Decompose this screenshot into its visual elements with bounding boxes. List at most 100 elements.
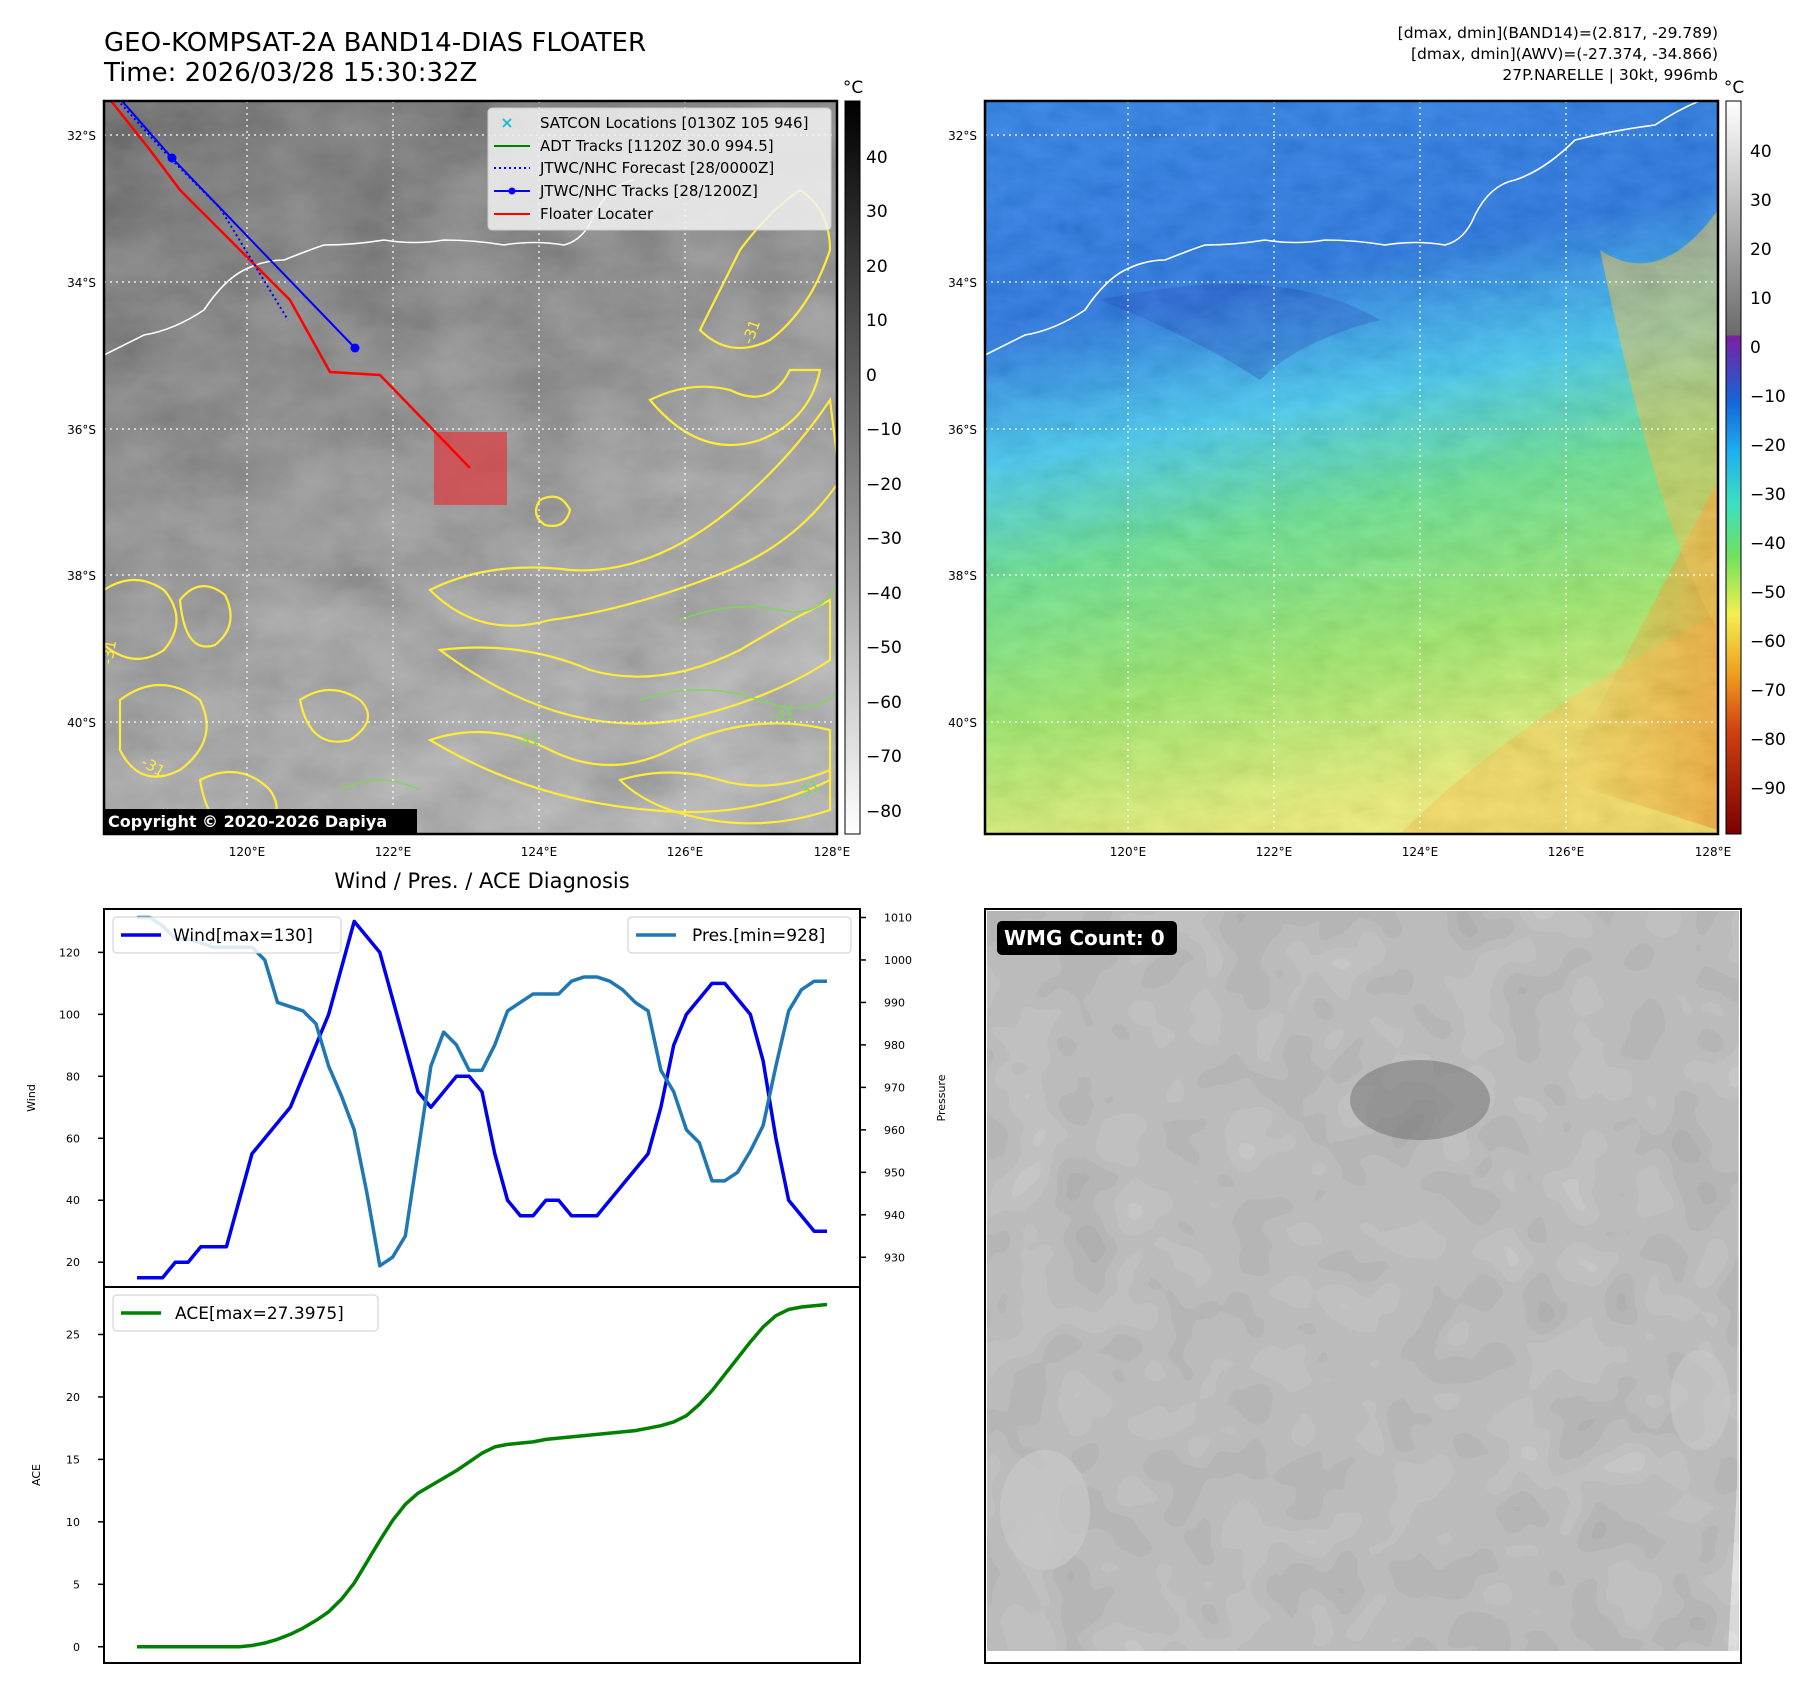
wind-series-line [137, 919, 827, 1280]
copyright-text: Copyright © 2020-2026 Dapiya [108, 812, 387, 831]
wind-legend: Wind[max=130] [112, 916, 342, 954]
ace-tick-label: 0 [73, 1641, 80, 1654]
pres-tick-label: 950 [884, 1166, 905, 1179]
awv-range-text: [dmax, dmin](AWV)=(-27.374, -34.866) [1411, 45, 1718, 63]
legend-adt: ADT Tracks [1120Z 30.0 994.5] [540, 137, 774, 155]
legend-tracks-marker [508, 187, 516, 195]
wv-lat-labels: 32°S 34°S 36°S 38°S 40°S [948, 129, 977, 730]
ir-map-panel: -31 -31 -31 -31 -31 -31 [67, 78, 902, 859]
ir-lon-labels: 120°E 122°E 124°E 126°E 128°E [229, 845, 851, 859]
ace-tick-label: 5 [73, 1578, 80, 1591]
wmg-count-badge [997, 921, 1177, 955]
wind-tick-label: 60 [66, 1132, 80, 1145]
svg-text:−50: −50 [1750, 583, 1786, 603]
wv-lat-label: 32°S [948, 129, 977, 143]
ir-lon-label: 120°E [229, 845, 266, 859]
wmg-bright-patch [1670, 1350, 1730, 1450]
wind-tick-label: 40 [66, 1194, 80, 1207]
svg-text:−60: −60 [1750, 632, 1786, 652]
ir-gridlines [104, 101, 837, 834]
wv-coastline [985, 101, 1702, 356]
wind-legend-text: Wind[max=130] [173, 926, 313, 946]
copyright-box [104, 809, 417, 834]
wv-colorbar-unit: °C [1724, 78, 1744, 98]
svg-text:−20: −20 [1750, 436, 1786, 456]
ir-lat-label: 38°S [67, 569, 96, 583]
svg-text:10: 10 [866, 311, 888, 331]
wv-lat-label: 36°S [948, 423, 977, 437]
pres-legend-text: Pres.[min=928] [692, 926, 825, 946]
ir-contours-green [339, 583, 837, 791]
svg-text:−90: −90 [1750, 779, 1786, 799]
wind-tick-label: 20 [66, 1256, 80, 1269]
wv-lat-label: 40°S [948, 716, 977, 730]
svg-text:−30: −30 [1750, 485, 1786, 505]
pres-tick-label: 960 [884, 1124, 905, 1137]
ace-legend: ACE[max=27.3975] [112, 1294, 379, 1332]
storm-info-text: 27P.NARELLE | 30kt, 996mb [1502, 66, 1718, 84]
wmg-texture [987, 911, 1739, 1651]
ir-lat-label: 34°S [67, 276, 96, 290]
wv-lon-label: 126°E [1548, 845, 1585, 859]
figure-title: GEO-KOMPSAT-2A BAND14-DIAS FLOATER [104, 28, 646, 58]
ir-lat-labels: 32°S 34°S 36°S 38°S 40°S [67, 129, 96, 730]
satcon-marker-icon: × [500, 113, 513, 132]
legend-forecast: JTWC/NHC Forecast [28/0000Z] [539, 159, 774, 177]
ir-map-frame [102, 99, 839, 836]
wind-legend-box [112, 916, 342, 954]
wmg-dark-patch [1350, 1060, 1490, 1140]
ace-tick-label: 10 [66, 1516, 80, 1529]
svg-text:-31: -31 [515, 731, 540, 749]
wv-gridlines [985, 101, 1718, 834]
ir-coastline [104, 179, 635, 356]
pres-tick-label: 1010 [884, 911, 912, 924]
ir-lon-label: 128°E [814, 845, 851, 859]
wind-tick-label: 100 [59, 1008, 80, 1021]
svg-text:10: 10 [1750, 289, 1772, 309]
pres-tick-label: 1000 [884, 954, 912, 967]
wmg-bright-patch [1000, 1450, 1090, 1570]
svg-text:−70: −70 [1750, 681, 1786, 701]
ir-lon-label: 122°E [375, 845, 412, 859]
wv-lat-label: 34°S [948, 276, 977, 290]
svg-text:−50: −50 [866, 638, 902, 658]
jtwc-track-point [167, 153, 177, 163]
svg-text:20: 20 [1750, 240, 1772, 260]
svg-text:40: 40 [866, 148, 888, 168]
svg-text:−10: −10 [1750, 387, 1786, 407]
legend-floater: Floater Locater [540, 205, 654, 223]
ir-lat-label: 36°S [67, 423, 96, 437]
ace-tick-label: 20 [66, 1391, 80, 1404]
ir-colorbar-unit: °C [843, 78, 863, 98]
ir-colorbar [844, 100, 861, 835]
pres-tick-label: 970 [884, 1081, 905, 1094]
svg-text:−60: −60 [866, 693, 902, 713]
ace-frame [103, 1286, 861, 1664]
diag-title: Wind / Pres. / ACE Diagnosis [334, 869, 629, 893]
wind-axis-label: Wind [25, 1084, 38, 1112]
ir-legend: × SATCON Locations [0130Z 105 946] ADT T… [487, 107, 832, 231]
wv-lat-label: 38°S [948, 569, 977, 583]
svg-text:−30: −30 [866, 529, 902, 549]
svg-text:−10: −10 [866, 420, 902, 440]
pres-tick-label: 980 [884, 1039, 905, 1052]
legend-satcon: SATCON Locations [0130Z 105 946] [540, 114, 808, 132]
svg-text:40: 40 [1750, 142, 1772, 162]
svg-text:−80: −80 [1750, 730, 1786, 750]
jtwc-track-point [350, 343, 360, 353]
wv-lon-label: 122°E [1256, 845, 1293, 859]
ace-legend-text: ACE[max=27.3975] [175, 1304, 344, 1324]
wv-lon-label: 124°E [1402, 845, 1439, 859]
wind-pres-chart: 20 40 60 80 100 120 930 940 950 960 970 980 990 1000… [25, 908, 948, 1288]
svg-text:30: 30 [866, 202, 888, 222]
pres-legend: Pres.[min=928] [627, 916, 852, 954]
ace-chart: 0 5 10 15 20 25 ACE ACE[max=27.3975] [30, 1286, 861, 1664]
wv-lon-labels: 120°E 122°E 124°E 126°E 128°E [1110, 845, 1732, 859]
legend-tracks: JTWC/NHC Tracks [28/1200Z] [539, 182, 758, 200]
pres-axis-label: Pressure [935, 1074, 948, 1121]
band14-range-text: [dmax, dmin](BAND14)=(2.817, -29.789) [1398, 24, 1718, 42]
wv-colorbar-ticks: 40 30 20 10 0 −10 −20 −30 −40 −50 −60 −7… [1750, 142, 1786, 799]
ir-legend-box [487, 107, 832, 231]
wv-lon-label: 128°E [1695, 845, 1732, 859]
pres-tick-label: 940 [884, 1209, 905, 1222]
